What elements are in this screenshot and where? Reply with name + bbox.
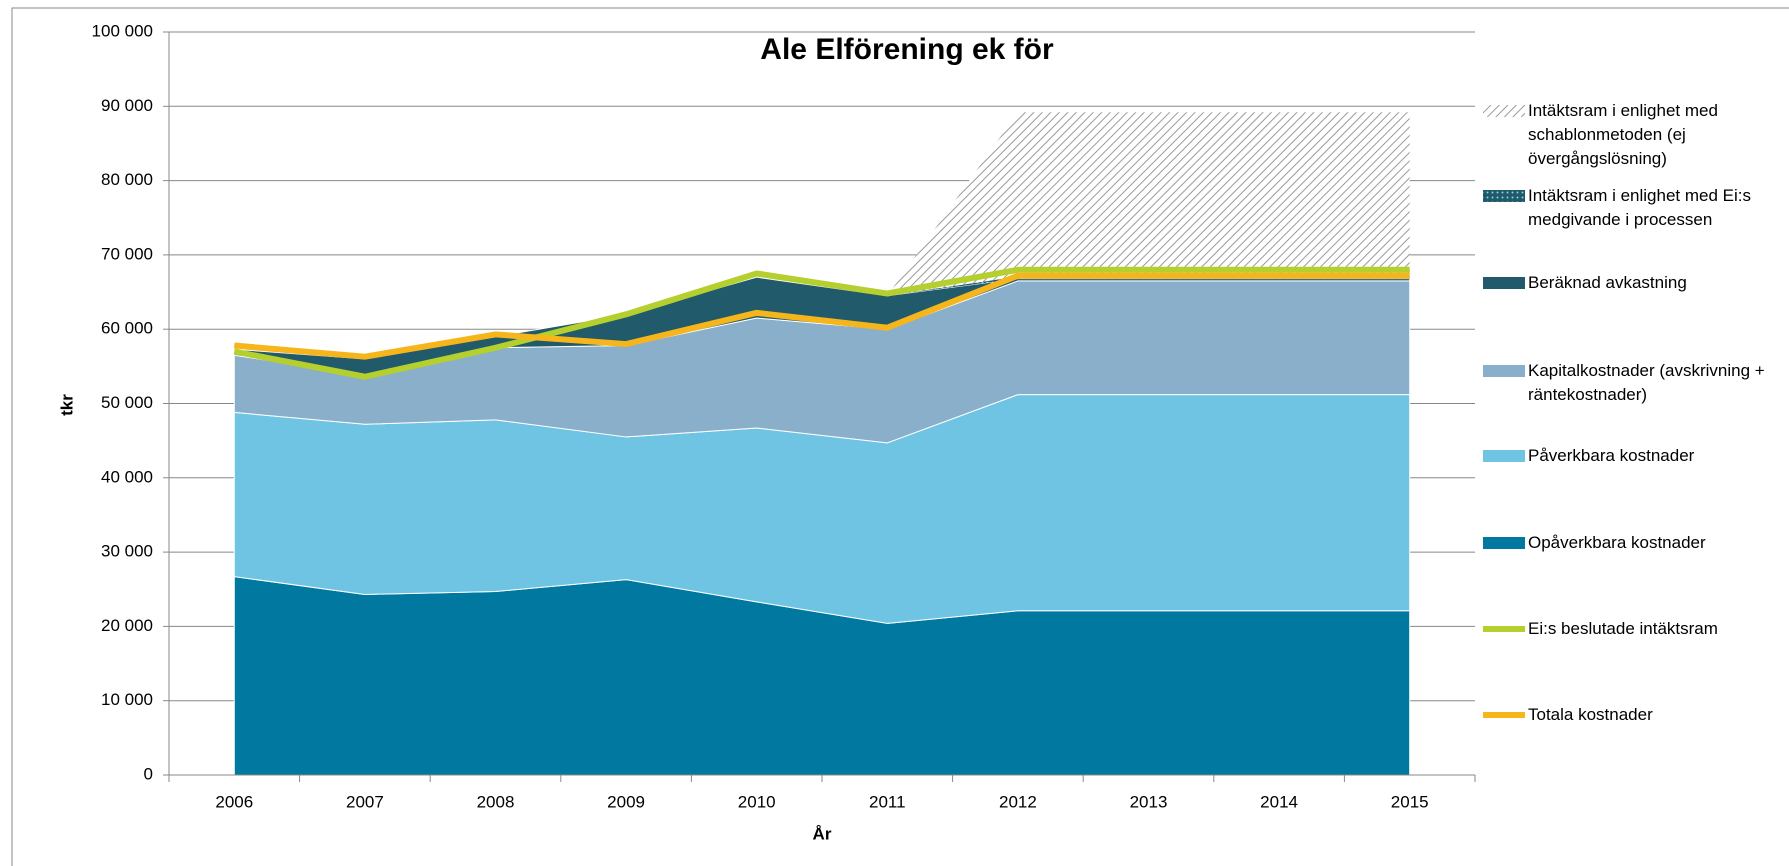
legend-swatch — [1483, 537, 1525, 549]
legend-label: Kapitalkostnader (avskrivning + räntekos… — [1528, 361, 1765, 404]
y-tick-label: 70 000 — [101, 244, 153, 263]
legend-label: Intäktsram i enlighet med Ei:s medgivand… — [1528, 186, 1751, 229]
x-tick-label: 2014 — [1260, 792, 1298, 811]
legend-swatch — [1483, 365, 1525, 377]
y-tick-label: 0 — [144, 764, 153, 783]
line — [233, 266, 1410, 380]
legend-swatch — [1483, 450, 1525, 462]
x-axis-label: År — [813, 824, 832, 843]
area — [234, 112, 1410, 359]
x-tick-label: 2010 — [738, 792, 776, 811]
x-tick-label: 2013 — [1130, 792, 1168, 811]
y-tick-label: 10 000 — [101, 690, 153, 709]
legend-label: Opåverkbara kostnader — [1528, 533, 1706, 552]
legend-label: Beräknad avkastning — [1528, 273, 1687, 292]
legend-label: Påverkbara kostnader — [1528, 446, 1695, 465]
y-tick-label: 50 000 — [101, 393, 153, 412]
y-tick-label: 40 000 — [101, 467, 153, 486]
legend-swatch — [1483, 105, 1525, 117]
legend-label: Ei:s beslutade intäktsram — [1528, 619, 1718, 638]
x-tick-label: 2011 — [869, 792, 906, 811]
chart-frame — [11, 7, 1789, 866]
y-axis-label: tkr — [57, 394, 76, 416]
x-tick-label: 2012 — [999, 792, 1037, 811]
y-tick-label: 20 000 — [101, 616, 153, 635]
x-tick-label: 2008 — [477, 792, 515, 811]
x-tick-label: 2006 — [215, 792, 253, 811]
y-tick-label: 90 000 — [101, 96, 153, 115]
areas — [233, 112, 1411, 776]
legend-swatch — [1483, 190, 1525, 202]
x-tick-label: 2007 — [346, 792, 384, 811]
x-tick-label: 2009 — [607, 792, 645, 811]
y-tick-label: 30 000 — [101, 542, 153, 561]
y-tick-label: 80 000 — [101, 170, 153, 189]
legend-swatch — [1483, 277, 1525, 289]
line — [234, 272, 1410, 360]
y-tick-label: 100 000 — [92, 21, 153, 40]
legend-label: Totala kostnader — [1528, 705, 1653, 724]
legend-label: Intäktsram i enlighet med schablonmetode… — [1528, 101, 1718, 168]
y-tick-label: 60 000 — [101, 319, 153, 338]
x-tick-label: 2015 — [1391, 792, 1429, 811]
chart-title: Ale Elförening ek för — [760, 33, 1054, 66]
